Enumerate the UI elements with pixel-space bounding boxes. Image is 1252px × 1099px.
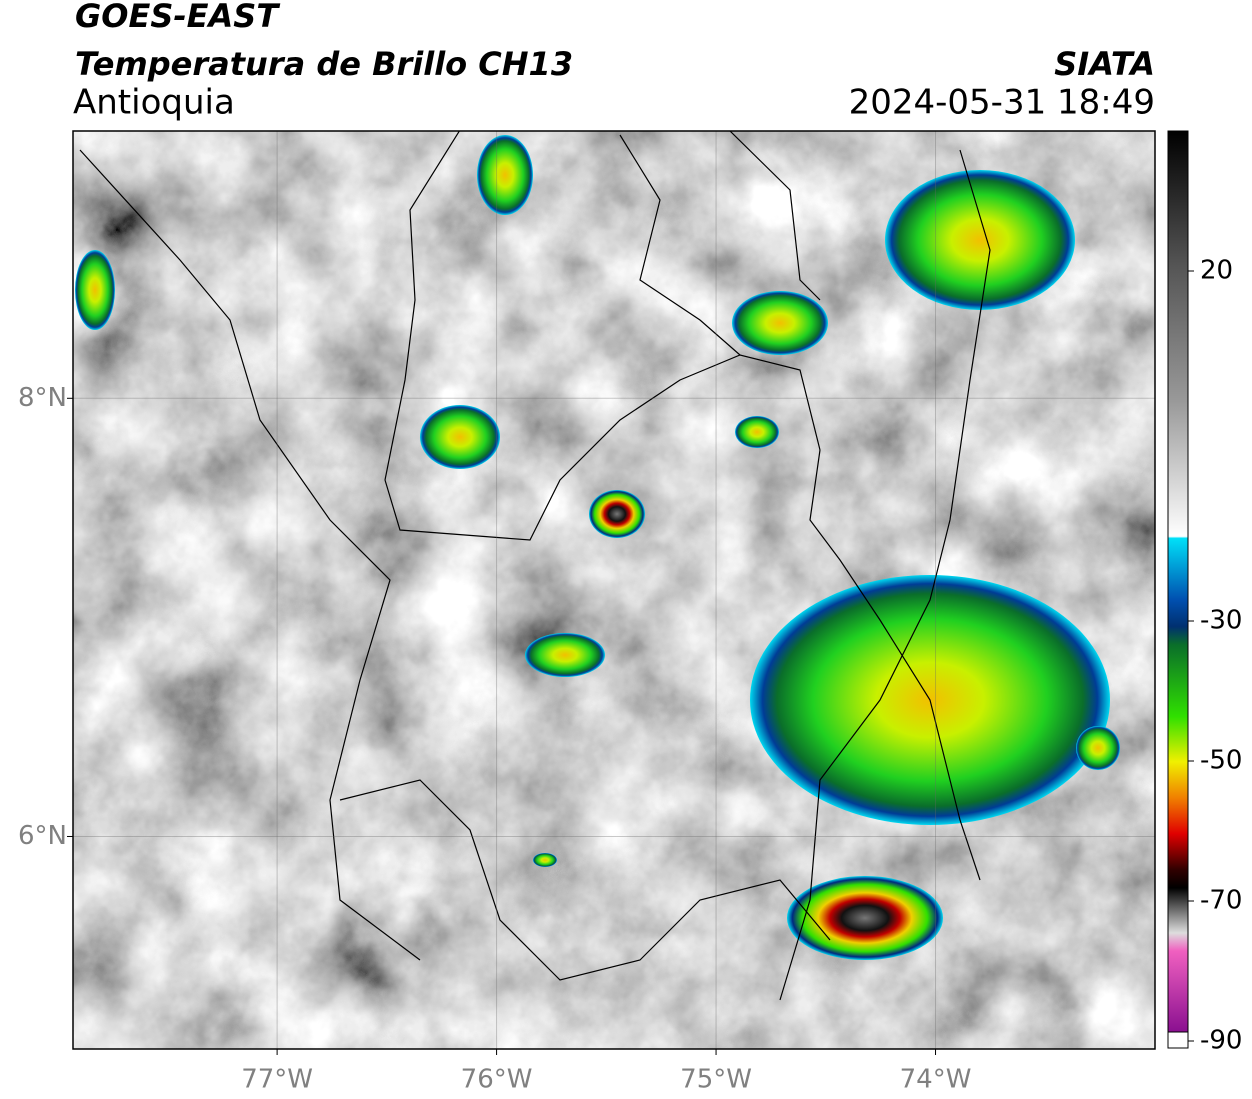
colorbar-tick-label: -70 [1200,886,1242,916]
map-frame [72,130,1156,1050]
colorbar [1167,130,1189,1033]
subtitle: Temperatura de Brillo CH13 [75,45,573,83]
colorbar-tick-label: -50 [1200,746,1242,776]
x-tick-label: 74°W [900,1065,972,1095]
x-tick-label: 75°W [680,1065,752,1095]
satellite-image [73,131,1155,1049]
colorbar-tick-label: -90 [1200,1026,1242,1056]
x-tick-label: 77°W [241,1065,313,1095]
y-tick-label: 8°N [18,383,67,413]
x-tick-label: 76°W [461,1065,533,1095]
timestamp: 2024-05-31 18:49 [849,83,1155,123]
colorbar-tick-label: -30 [1200,606,1242,636]
title: GOES-EAST [75,0,280,35]
graticule [73,131,1155,1049]
y-tick-label: 6°N [18,821,67,851]
colorbar-tick-label: 20 [1200,256,1233,286]
colorbar-extension [1167,1031,1189,1049]
source: SIATA [1054,45,1155,83]
region: Antioquia [73,83,235,123]
